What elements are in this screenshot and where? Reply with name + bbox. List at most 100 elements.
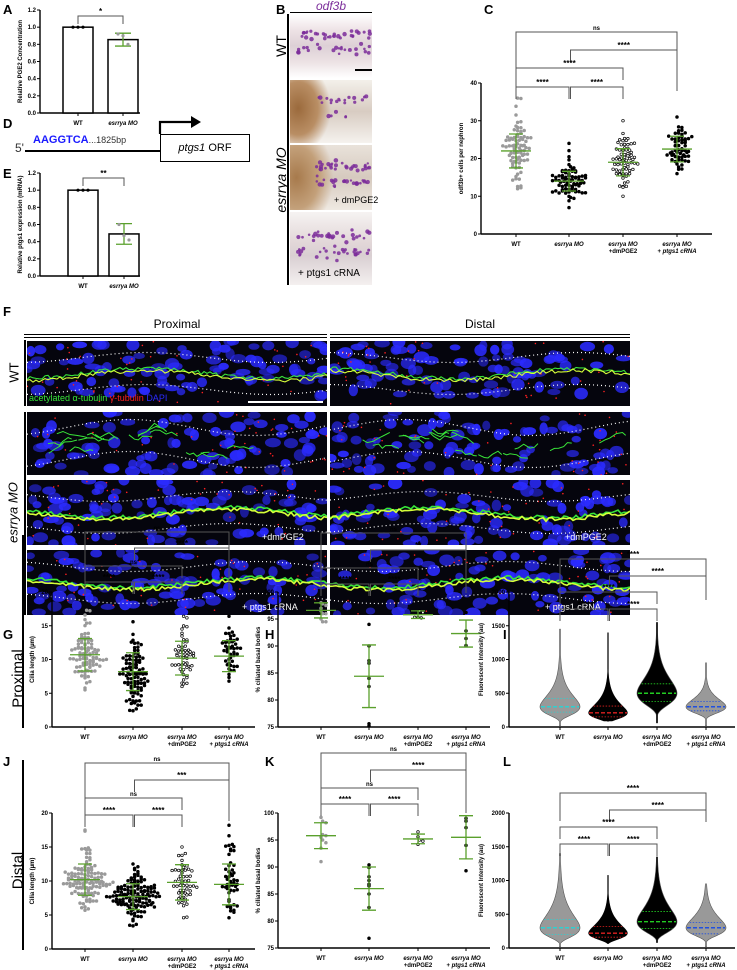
data-point — [76, 646, 81, 650]
stained-cell — [342, 31, 347, 37]
data-point — [629, 150, 633, 155]
data-point — [690, 134, 694, 139]
data-point — [139, 694, 143, 698]
data-point — [185, 676, 189, 680]
significance-label: ns — [153, 526, 161, 532]
data-point — [89, 886, 94, 890]
stained-cell — [337, 47, 341, 50]
stained-cell — [366, 50, 371, 55]
data-point — [134, 672, 139, 677]
erre-motif: AAGGTCA — [33, 134, 89, 146]
data-point — [173, 663, 178, 667]
data-point — [507, 138, 512, 142]
data-point — [560, 184, 565, 189]
data-point — [79, 886, 84, 890]
significance-label: **** — [627, 835, 640, 844]
data-point — [227, 614, 231, 619]
x-category-label: WT — [78, 284, 88, 290]
stained-cell — [303, 35, 309, 40]
panel-label-j: J — [3, 754, 10, 769]
data-point — [567, 154, 571, 159]
data-point — [232, 848, 236, 853]
data-point — [185, 654, 189, 658]
group-3 — [451, 815, 481, 873]
data-point — [93, 863, 97, 868]
data-point — [223, 874, 228, 879]
x-category-label: + ptgs1 cRNA — [446, 963, 485, 969]
data-point — [178, 888, 182, 892]
data-point — [131, 918, 135, 923]
data-point — [73, 866, 77, 870]
data-point — [134, 899, 139, 903]
data-point — [519, 158, 523, 162]
data-point — [88, 665, 92, 670]
stained-cell — [315, 180, 319, 183]
data-point — [83, 908, 87, 912]
data-point — [89, 638, 94, 643]
data-point — [91, 660, 95, 664]
data-point — [621, 131, 625, 136]
data-point — [227, 823, 231, 827]
orf-suffix: ORF — [208, 142, 232, 154]
data-point — [577, 189, 581, 194]
y-tick-label: 0.8 — [28, 42, 37, 48]
data-point — [175, 884, 179, 888]
significance-label: **** — [412, 761, 425, 770]
data-point — [136, 681, 140, 686]
y-tick-label: 10 — [41, 658, 48, 664]
data-point — [146, 885, 150, 890]
stained-cell — [355, 235, 359, 239]
significance-bracket — [134, 779, 230, 792]
data-point — [235, 646, 239, 650]
data-point — [84, 848, 89, 852]
significance-bracket — [609, 575, 707, 588]
x-category-label: + ptgs1 cRNA — [657, 249, 696, 255]
data-point — [81, 902, 86, 906]
stained-cell — [296, 234, 301, 240]
data-point — [136, 887, 140, 891]
data-point — [84, 899, 89, 903]
data-point — [507, 153, 512, 158]
significance-bracket — [609, 809, 707, 822]
data-point — [134, 665, 139, 670]
data-point — [627, 157, 632, 161]
x-category-label: esrrya MO — [691, 735, 721, 741]
y-tick-label: 75 — [267, 946, 274, 952]
data-point — [185, 625, 189, 629]
significance-label: * — [99, 7, 103, 16]
mean-sd-bar — [403, 833, 433, 845]
y-tick-label: 0.0 — [28, 274, 37, 280]
data-point — [567, 205, 571, 210]
stained-cell — [334, 230, 339, 235]
data-point — [121, 34, 125, 38]
data-point — [567, 198, 571, 203]
data-point — [84, 851, 89, 856]
side-rule-distal — [22, 760, 24, 950]
mean-sd-bar — [451, 619, 481, 648]
data-point — [568, 165, 573, 169]
data-point — [89, 642, 94, 646]
data-point — [131, 924, 135, 928]
data-point — [134, 655, 139, 659]
stained-cell — [305, 45, 309, 50]
significance-label: **** — [602, 818, 615, 827]
stained-cell — [330, 234, 336, 239]
data-point — [78, 901, 82, 905]
data-point — [421, 610, 425, 615]
data-point — [185, 883, 189, 887]
data-point — [126, 676, 130, 681]
data-point — [568, 195, 573, 200]
significance-label: ns — [153, 757, 161, 763]
data-point — [683, 140, 687, 145]
data-point — [367, 724, 371, 728]
stained-cell — [314, 165, 319, 169]
data-point — [678, 151, 683, 156]
x-category-label: esrrya MO — [642, 956, 672, 962]
group-2 — [167, 845, 199, 920]
data-point — [142, 910, 147, 914]
data-point — [129, 877, 134, 882]
data-point — [126, 888, 130, 892]
data-point — [78, 664, 82, 669]
data-point — [611, 157, 615, 161]
stained-cell — [305, 30, 309, 33]
